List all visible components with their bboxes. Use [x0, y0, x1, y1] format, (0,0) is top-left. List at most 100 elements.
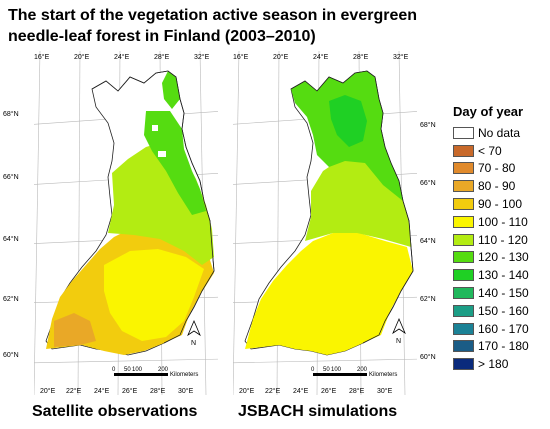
legend-item: 150 - 160 — [453, 302, 529, 320]
lat-label: 64°N — [3, 236, 19, 243]
svg-text:100: 100 — [132, 367, 143, 373]
legend-label: 80 - 90 — [478, 179, 516, 194]
caption-jsbach: JSBACH simulations — [238, 403, 398, 420]
legend-item: 90 - 100 — [453, 195, 529, 213]
map-jsbach: N 0 50 100 200 Kilometers 16°E 20°E 24°E… — [233, 51, 417, 395]
caption-satellite: Satellite observations — [32, 403, 198, 420]
legend-label: 140 - 150 — [478, 286, 529, 301]
svg-text:50: 50 — [124, 367, 131, 373]
legend-swatch — [453, 340, 474, 353]
legend-item: 80 - 90 — [453, 177, 529, 195]
map-jsbach-svg: N 0 50 100 200 Kilometers 16°E 20°E 24°E… — [233, 51, 417, 395]
lon-label: 30°E — [178, 387, 194, 395]
svg-text:Kilometers: Kilometers — [369, 372, 397, 378]
svg-text:Kilometers: Kilometers — [170, 372, 198, 378]
map-satellite-svg: N 0 50 100 200 Kilometers 16°E 20°E 24°E… — [34, 51, 218, 395]
lon-label: 24°E — [313, 53, 329, 61]
legend-item: 70 - 80 — [453, 160, 529, 178]
lon-label: 20°E — [74, 53, 90, 61]
map-satellite: N 0 50 100 200 Kilometers 16°E 20°E 24°E… — [34, 51, 218, 395]
lat-label: 66°N — [420, 180, 436, 187]
lat-label: 68°N — [3, 111, 19, 118]
lat-label: 64°N — [420, 238, 436, 245]
lon-label: 20°E — [273, 53, 289, 61]
lon-label: 26°E — [321, 387, 337, 395]
lon-label: 16°E — [34, 53, 50, 61]
legend-item: 160 - 170 — [453, 320, 529, 338]
lat-label: 60°N — [3, 352, 19, 359]
lon-label: 28°E — [353, 53, 369, 61]
lon-label: 16°E — [233, 53, 249, 61]
lat-label: 68°N — [420, 122, 436, 129]
svg-text:200: 200 — [158, 367, 169, 373]
legend-item: No data — [453, 124, 529, 142]
north-arrow-icon: N — [392, 317, 406, 345]
legend-swatch — [453, 198, 474, 211]
legend-item: > 180 — [453, 355, 529, 373]
legend-swatch — [453, 251, 474, 264]
legend-swatch — [453, 126, 474, 139]
lon-label: 24°E — [114, 53, 130, 61]
legend-swatch — [453, 269, 474, 282]
legend-label: 90 - 100 — [478, 197, 523, 212]
lat-label: 62°N — [3, 296, 19, 303]
legend: Day of year No data < 70 70 - 80 80 - 90 90 … — [453, 104, 529, 373]
lon-label: 30°E — [377, 387, 393, 395]
lon-label: 24°E — [293, 387, 309, 395]
legend-swatch — [453, 162, 474, 175]
legend-swatch — [453, 322, 474, 335]
legend-label: > 180 — [478, 357, 509, 372]
lon-label: 32°E — [393, 53, 409, 61]
lat-label: 66°N — [3, 174, 19, 181]
scale-bar: 0 50 100 200 Kilometers — [311, 367, 397, 378]
legend-swatch — [453, 233, 474, 246]
svg-text:50: 50 — [323, 367, 330, 373]
lon-label: 28°E — [154, 53, 170, 61]
legend-item: 120 - 130 — [453, 249, 529, 267]
lon-label: 24°E — [94, 387, 110, 395]
lon-label: 20°E — [239, 387, 255, 395]
legend-item: < 70 — [453, 142, 529, 160]
legend-item: 170 - 180 — [453, 338, 529, 356]
lon-label: 28°E — [150, 387, 166, 395]
legend-label: < 70 — [478, 143, 502, 158]
svg-text:0: 0 — [311, 367, 315, 373]
legend-swatch — [453, 304, 474, 317]
legend-item: 130 - 140 — [453, 266, 529, 284]
legend-item: 110 - 120 — [453, 231, 529, 249]
legend-label: 110 - 120 — [478, 232, 528, 247]
lon-label: 26°E — [122, 387, 138, 395]
legend-swatch — [453, 358, 474, 371]
legend-items: No data < 70 70 - 80 80 - 90 90 - 100 100 - 1… — [453, 124, 529, 373]
legend-item: 100 - 110 — [453, 213, 529, 231]
lon-label: 22°E — [265, 387, 281, 395]
legend-label: 170 - 180 — [478, 339, 529, 354]
legend-label: No data — [478, 125, 521, 140]
lon-label: 32°E — [194, 53, 210, 61]
legend-swatch — [453, 180, 474, 193]
north-arrow-label: N — [396, 338, 401, 345]
legend-title: Day of year — [453, 104, 524, 119]
north-arrow-icon: N — [187, 319, 201, 347]
north-arrow-label: N — [191, 340, 196, 347]
legend-label: 120 - 130 — [478, 250, 529, 265]
lat-label: 62°N — [420, 296, 436, 303]
svg-text:100: 100 — [331, 367, 342, 373]
scale-bar: 0 50 100 200 Kilometers — [112, 367, 198, 378]
lat-label: 60°N — [420, 354, 436, 361]
legend-label: 160 - 170 — [478, 321, 529, 336]
legend-label: 150 - 160 — [478, 303, 529, 318]
legend-label: 100 - 110 — [478, 214, 528, 229]
legend-swatch — [453, 215, 474, 228]
lon-label: 22°E — [66, 387, 82, 395]
svg-text:200: 200 — [357, 367, 368, 373]
lon-label: 28°E — [349, 387, 365, 395]
legend-item: 140 - 150 — [453, 284, 529, 302]
legend-label: 70 - 80 — [478, 161, 516, 176]
legend-label: 130 - 140 — [478, 268, 529, 283]
chart-title: The start of the vegetation active seaso… — [8, 7, 418, 45]
svg-text:0: 0 — [112, 367, 116, 373]
legend-swatch — [453, 287, 474, 300]
legend-swatch — [453, 144, 474, 157]
lon-label: 20°E — [40, 387, 56, 395]
